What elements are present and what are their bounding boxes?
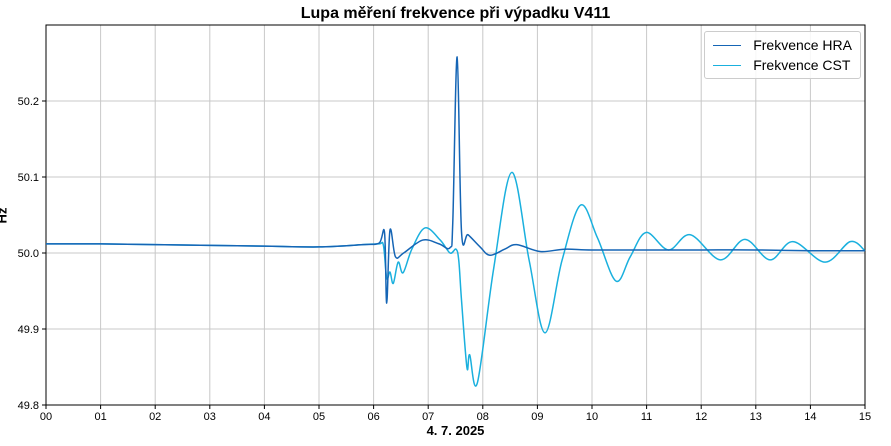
legend-label: Frekvence HRA xyxy=(753,37,852,53)
legend-swatch xyxy=(713,44,742,46)
y-tick-label: 49.9 xyxy=(18,324,39,336)
y-tick-label: 50.0 xyxy=(18,248,39,260)
x-tick-label: 02 xyxy=(149,411,161,423)
legend-label: Frekvence CST xyxy=(753,57,851,73)
x-tick-label: 08 xyxy=(477,411,489,423)
x-tick-label: 09 xyxy=(531,411,543,423)
y-axis-label: Hz xyxy=(0,207,10,224)
series-line-hra xyxy=(45,56,866,304)
x-axis-label: 4. 7. 2025 xyxy=(426,423,485,438)
y-tick-label: 50.1 xyxy=(18,172,39,184)
x-tick-label: 03 xyxy=(204,411,216,423)
legend-item-hra: Frekvence HRA xyxy=(713,35,852,55)
x-tick-label: 00 xyxy=(40,411,52,423)
x-tick-label: 06 xyxy=(367,411,379,423)
x-tick-label: 11 xyxy=(641,411,652,423)
plot-frame xyxy=(45,24,866,406)
y-tick-label: 49.8 xyxy=(18,400,39,412)
legend: Frekvence HRA Frekvence CST xyxy=(704,31,861,79)
x-tick-label: 10 xyxy=(586,411,598,423)
x-tick-label: 15 xyxy=(859,411,871,423)
x-tick-label: 05 xyxy=(313,411,325,423)
x-tick-label: 01 xyxy=(94,411,106,423)
legend-item-cst: Frekvence CST xyxy=(713,55,852,75)
chart-title: Lupa měření frekvence při výpadku V411 xyxy=(300,5,611,22)
legend-swatch xyxy=(713,64,742,66)
x-tick-label: 13 xyxy=(750,411,762,423)
x-tick-label: 12 xyxy=(695,411,707,423)
x-tick-label: 14 xyxy=(804,411,816,423)
series-line-cst xyxy=(45,171,866,387)
x-tick-label: 04 xyxy=(258,411,270,423)
y-tick-label: 50.2 xyxy=(18,96,39,108)
x-tick-label: 07 xyxy=(422,411,434,423)
